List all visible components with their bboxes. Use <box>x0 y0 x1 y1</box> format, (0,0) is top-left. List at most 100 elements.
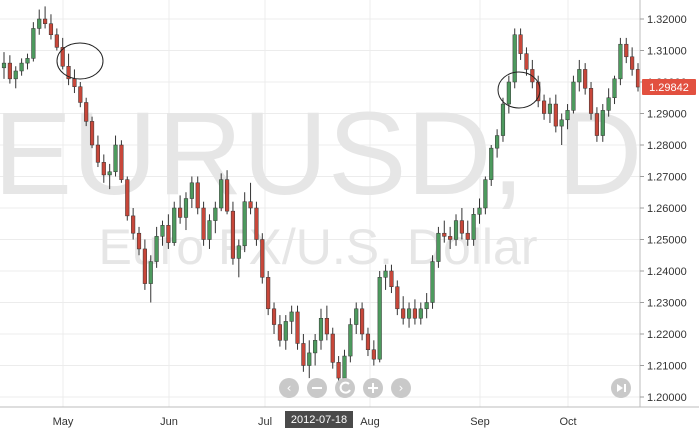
candle[interactable] <box>19 58 24 76</box>
candle[interactable] <box>418 302 423 325</box>
candle[interactable] <box>377 271 382 363</box>
candle[interactable] <box>219 173 224 212</box>
candle[interactable] <box>195 176 200 215</box>
candle[interactable] <box>277 315 282 347</box>
annotation-ellipse-may[interactable] <box>56 42 104 80</box>
candle[interactable] <box>489 145 494 186</box>
scroll-right-button[interactable]: › <box>391 378 411 398</box>
candle[interactable] <box>271 302 277 335</box>
candle[interactable] <box>365 327 371 357</box>
candle[interactable] <box>547 97 553 123</box>
candle[interactable] <box>383 264 388 290</box>
candle[interactable] <box>600 104 605 142</box>
candle[interactable] <box>483 176 488 215</box>
candle[interactable] <box>119 140 124 183</box>
candle[interactable] <box>183 192 189 231</box>
candle[interactable] <box>542 94 547 120</box>
candle[interactable] <box>588 82 594 120</box>
candle[interactable] <box>125 176 130 221</box>
scroll-left-button[interactable]: ‹ <box>279 378 299 398</box>
candle[interactable] <box>113 135 118 177</box>
candle[interactable] <box>318 308 324 350</box>
candle[interactable] <box>295 305 300 350</box>
candle[interactable] <box>354 302 359 335</box>
candle[interactable] <box>178 195 183 224</box>
annotation-ellipse-sep[interactable] <box>497 71 541 109</box>
candle[interactable] <box>213 201 218 234</box>
candle[interactable] <box>166 214 171 249</box>
zoom-in-button[interactable] <box>363 378 383 398</box>
candle[interactable] <box>7 55 12 84</box>
candle[interactable] <box>324 305 329 341</box>
candle[interactable] <box>48 14 54 40</box>
candle[interactable] <box>459 208 464 240</box>
candle[interactable] <box>13 66 18 89</box>
candle[interactable] <box>43 6 48 29</box>
candle[interactable] <box>442 220 447 243</box>
candle[interactable] <box>230 201 236 265</box>
candle[interactable] <box>412 299 417 325</box>
price-axis[interactable]: 1.320001.310001.300001.290001.280001.270… <box>640 14 687 404</box>
candle[interactable] <box>60 37 65 70</box>
zoom-out-button[interactable] <box>307 378 327 398</box>
candle[interactable] <box>471 208 476 246</box>
candle[interactable] <box>612 75 617 105</box>
candle[interactable] <box>477 198 482 224</box>
candle[interactable] <box>553 94 558 133</box>
candle[interactable] <box>154 226 159 268</box>
candle[interactable] <box>583 63 588 95</box>
candle[interactable] <box>225 170 230 215</box>
candle[interactable] <box>448 226 453 249</box>
candle[interactable] <box>348 318 353 363</box>
candle[interactable] <box>283 315 288 350</box>
candle[interactable] <box>107 163 112 190</box>
scroll-to-latest-button[interactable] <box>611 378 631 398</box>
candle[interactable] <box>78 82 83 108</box>
candle[interactable] <box>524 47 529 76</box>
candle[interactable] <box>31 22 36 62</box>
candle[interactable] <box>172 201 177 246</box>
candle[interactable] <box>330 327 335 369</box>
candle[interactable] <box>266 271 271 316</box>
candle[interactable] <box>559 113 564 146</box>
candle[interactable] <box>565 104 570 130</box>
candle[interactable] <box>430 255 435 309</box>
candle[interactable] <box>571 75 576 114</box>
candle[interactable] <box>142 239 147 290</box>
candle[interactable] <box>136 226 142 256</box>
candle[interactable] <box>465 220 470 246</box>
candle[interactable] <box>401 296 406 325</box>
candle[interactable] <box>518 28 523 60</box>
candle[interactable] <box>189 176 194 209</box>
candle[interactable] <box>131 208 136 240</box>
candle[interactable] <box>54 28 59 51</box>
candle[interactable] <box>289 305 294 334</box>
candle[interactable] <box>248 182 253 215</box>
candle[interactable] <box>148 255 153 303</box>
candle[interactable] <box>307 340 312 379</box>
candle[interactable] <box>577 59 582 92</box>
candle[interactable] <box>395 280 400 316</box>
candle[interactable] <box>594 107 599 142</box>
candle[interactable] <box>201 201 206 246</box>
candle[interactable] <box>89 116 95 149</box>
candle[interactable] <box>424 293 429 319</box>
candle[interactable] <box>207 214 212 249</box>
candle[interactable] <box>506 75 511 114</box>
candle[interactable] <box>37 9 42 35</box>
candle[interactable] <box>101 154 106 183</box>
candle[interactable] <box>66 53 71 86</box>
candle[interactable] <box>160 220 165 246</box>
candle[interactable] <box>260 233 265 284</box>
candle[interactable] <box>630 47 635 76</box>
candle[interactable] <box>389 264 394 294</box>
candle[interactable] <box>242 192 247 253</box>
candle[interactable] <box>1 52 7 79</box>
candle[interactable] <box>301 334 306 372</box>
time-axis[interactable]: May Jun Jul Aug Sep Oct <box>53 416 577 428</box>
candle[interactable] <box>618 37 623 86</box>
candle[interactable] <box>95 135 100 168</box>
candle[interactable] <box>495 129 500 158</box>
candle[interactable] <box>512 28 517 89</box>
